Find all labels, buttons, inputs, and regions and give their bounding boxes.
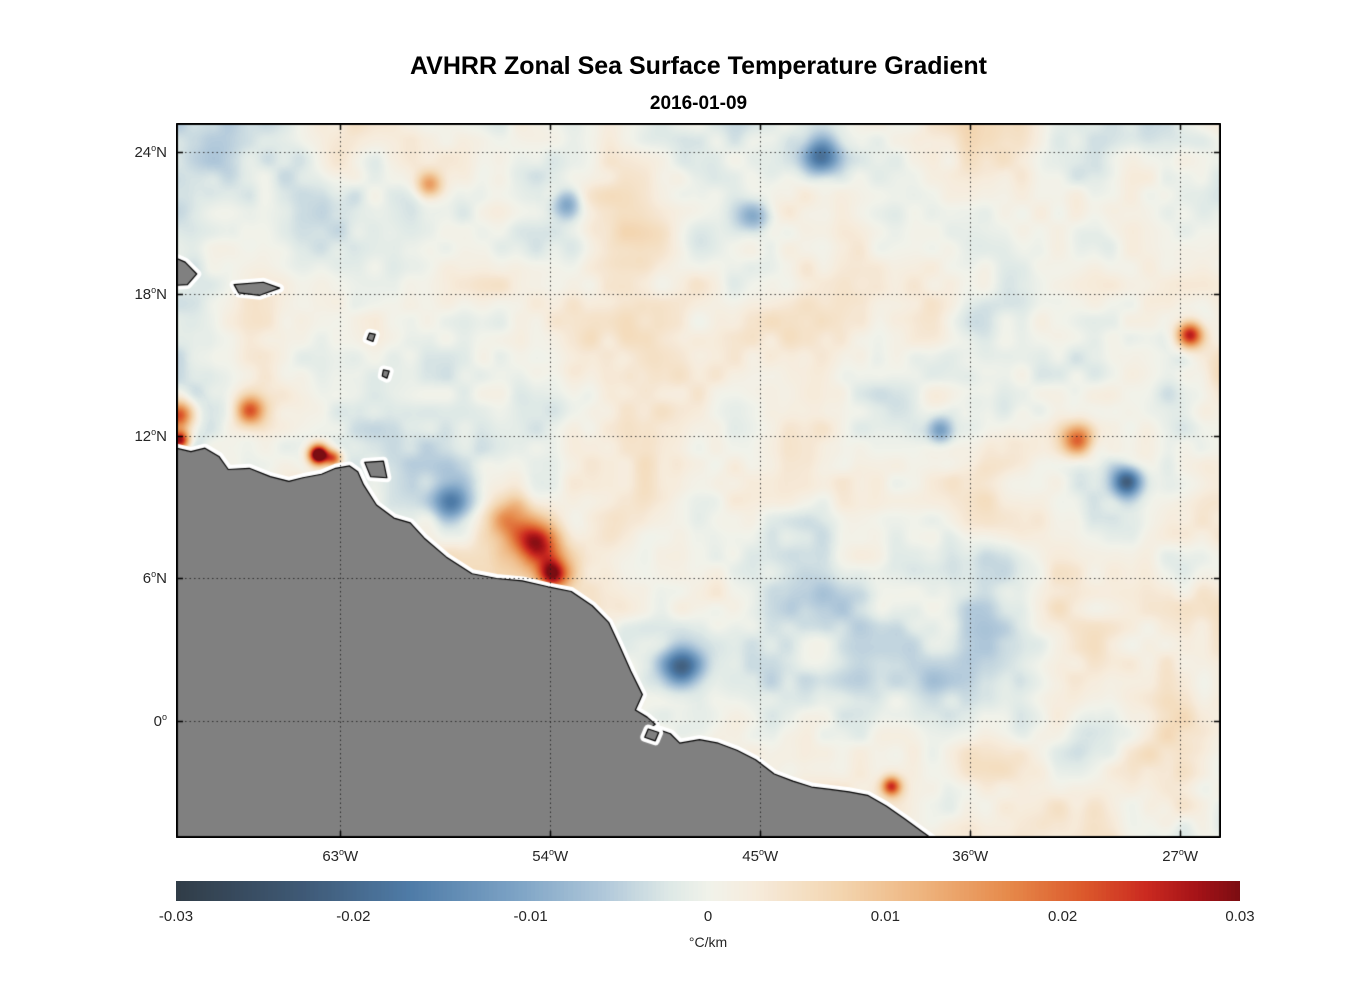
chart-subtitle: 2016-01-09 xyxy=(649,93,748,114)
y-tick-label: 6oN xyxy=(142,569,167,588)
x-tick-label: 27oW xyxy=(1162,847,1199,865)
colorbar-gradient xyxy=(176,881,1240,901)
colorbar-tick-label: 0 xyxy=(703,908,713,925)
x-tick-label: 63oW xyxy=(322,847,359,865)
colorbar-tick-label: 0.01 xyxy=(870,908,900,925)
chart-title: AVHRR Zonal Sea Surface Temperature Grad… xyxy=(409,52,987,80)
x-tick-label: 36oW xyxy=(952,847,989,865)
colorbar-tick-label: -0.02 xyxy=(336,908,371,925)
map-plot-area: 24oN 18oN 12oN 6oN 0o 63oW 54oW 45oW 36oW 27oW xyxy=(134,123,1221,865)
colorbar-tick-label: 0.02 xyxy=(1048,908,1078,925)
colorbar-tick-label: -0.01 xyxy=(513,908,548,925)
y-tick-label: 18oN xyxy=(134,285,167,304)
y-tick-label: 12oN xyxy=(134,427,167,446)
colorbar-unit-label: °C/km xyxy=(688,934,728,950)
x-tick-label: 54oW xyxy=(532,847,569,865)
colorbar-tick-label: -0.03 xyxy=(158,908,194,925)
y-tick-label: 0o xyxy=(153,711,167,730)
colorbar-tick-label: 0.03 xyxy=(1225,908,1255,925)
map-canvas xyxy=(176,123,1221,838)
x-tick-label: 45oW xyxy=(742,847,779,865)
colorbar: °C/km -0.03 -0.02 -0.01 0 0.01 0.02 0.03 xyxy=(159,881,1255,950)
y-tick-label: 24oN xyxy=(134,142,167,161)
